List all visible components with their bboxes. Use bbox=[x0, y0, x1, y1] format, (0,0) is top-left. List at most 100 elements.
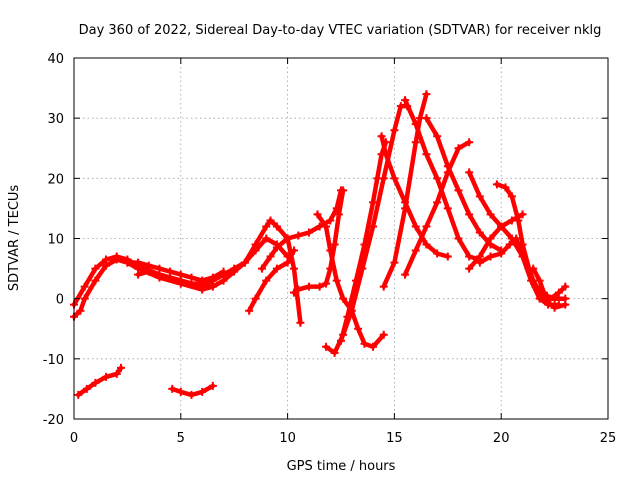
series-line-arc-4 bbox=[125, 260, 226, 283]
series-group bbox=[70, 90, 570, 399]
data-point bbox=[379, 282, 388, 291]
data-point bbox=[497, 249, 506, 258]
data-point bbox=[219, 276, 228, 285]
series-line-arc-20 bbox=[530, 266, 568, 301]
data-point bbox=[176, 387, 185, 396]
data-point bbox=[294, 285, 303, 294]
data-point bbox=[343, 312, 352, 321]
data-point bbox=[561, 294, 570, 303]
data-point bbox=[123, 258, 132, 267]
data-point bbox=[91, 276, 100, 285]
data-point bbox=[112, 255, 121, 264]
data-point bbox=[554, 300, 563, 309]
data-point bbox=[390, 126, 399, 135]
data-point bbox=[245, 306, 254, 315]
x-tick-label: 25 bbox=[600, 431, 617, 446]
data-point bbox=[529, 264, 538, 273]
data-point bbox=[290, 264, 299, 273]
data-point bbox=[475, 192, 484, 201]
data-point bbox=[290, 246, 299, 255]
data-point bbox=[454, 186, 463, 195]
data-point bbox=[155, 264, 164, 273]
data-point bbox=[187, 390, 196, 399]
data-point bbox=[454, 234, 463, 243]
data-point bbox=[377, 132, 386, 141]
data-point bbox=[544, 300, 553, 309]
data-point bbox=[401, 204, 410, 213]
data-point bbox=[198, 276, 207, 285]
chart-title: Day 360 of 2022, Sidereal Day-to-day VTE… bbox=[79, 23, 602, 38]
data-point bbox=[369, 198, 378, 207]
data-point bbox=[266, 252, 275, 261]
data-point bbox=[390, 258, 399, 267]
data-point bbox=[422, 90, 431, 99]
y-tick-label: 0 bbox=[56, 293, 64, 308]
data-point bbox=[251, 240, 260, 249]
data-point bbox=[465, 210, 474, 219]
y-tick-label: 40 bbox=[47, 52, 64, 67]
data-point bbox=[465, 264, 474, 273]
data-point bbox=[411, 120, 420, 129]
data-point bbox=[272, 264, 281, 273]
data-point bbox=[518, 252, 527, 261]
data-point bbox=[443, 252, 452, 261]
data-point bbox=[262, 234, 271, 243]
data-point bbox=[322, 342, 331, 351]
data-point bbox=[208, 282, 217, 291]
data-point bbox=[91, 264, 100, 273]
series-line-arc-19 bbox=[477, 236, 562, 307]
series-line-arc-10 bbox=[338, 139, 389, 344]
data-point bbox=[539, 288, 548, 297]
data-point bbox=[339, 186, 348, 195]
data-point bbox=[561, 282, 570, 291]
data-point bbox=[507, 192, 516, 201]
data-point bbox=[501, 183, 510, 192]
data-point bbox=[334, 210, 343, 219]
data-point bbox=[514, 216, 523, 225]
data-point bbox=[411, 138, 420, 147]
data-point bbox=[465, 138, 474, 147]
data-point bbox=[166, 267, 175, 276]
data-point bbox=[360, 339, 369, 348]
x-tick-label: 15 bbox=[386, 431, 403, 446]
x-tick-label: 10 bbox=[279, 431, 296, 446]
data-point bbox=[411, 246, 420, 255]
data-point bbox=[486, 210, 495, 219]
data-point bbox=[272, 222, 281, 231]
data-point bbox=[433, 174, 442, 183]
data-point bbox=[492, 180, 501, 189]
data-point bbox=[475, 228, 484, 237]
data-point bbox=[332, 276, 341, 285]
data-point bbox=[360, 240, 369, 249]
data-point bbox=[290, 288, 299, 297]
series-line-arc-9 bbox=[323, 103, 410, 356]
data-point bbox=[330, 240, 339, 249]
data-point bbox=[369, 342, 378, 351]
data-point bbox=[546, 294, 555, 303]
data-point bbox=[422, 240, 431, 249]
data-point bbox=[80, 282, 89, 291]
data-point bbox=[554, 288, 563, 297]
data-point bbox=[134, 258, 143, 267]
data-point bbox=[351, 276, 360, 285]
data-point bbox=[230, 267, 239, 276]
data-point bbox=[257, 264, 266, 273]
data-point bbox=[443, 204, 452, 213]
data-point bbox=[304, 228, 313, 237]
data-point bbox=[262, 222, 271, 231]
series-line-arc-6 bbox=[259, 188, 344, 271]
data-point bbox=[176, 270, 185, 279]
data-point bbox=[411, 222, 420, 231]
data-point bbox=[373, 174, 382, 183]
data-point bbox=[208, 273, 217, 282]
data-point bbox=[144, 261, 153, 270]
data-point bbox=[422, 150, 431, 159]
y-tick-label: 10 bbox=[47, 233, 64, 248]
data-point bbox=[535, 294, 544, 303]
data-point bbox=[518, 210, 527, 219]
series-line-arc-8 bbox=[315, 212, 386, 350]
data-point bbox=[337, 336, 345, 345]
data-point bbox=[112, 369, 121, 378]
data-point bbox=[379, 330, 388, 339]
data-point bbox=[433, 198, 442, 207]
